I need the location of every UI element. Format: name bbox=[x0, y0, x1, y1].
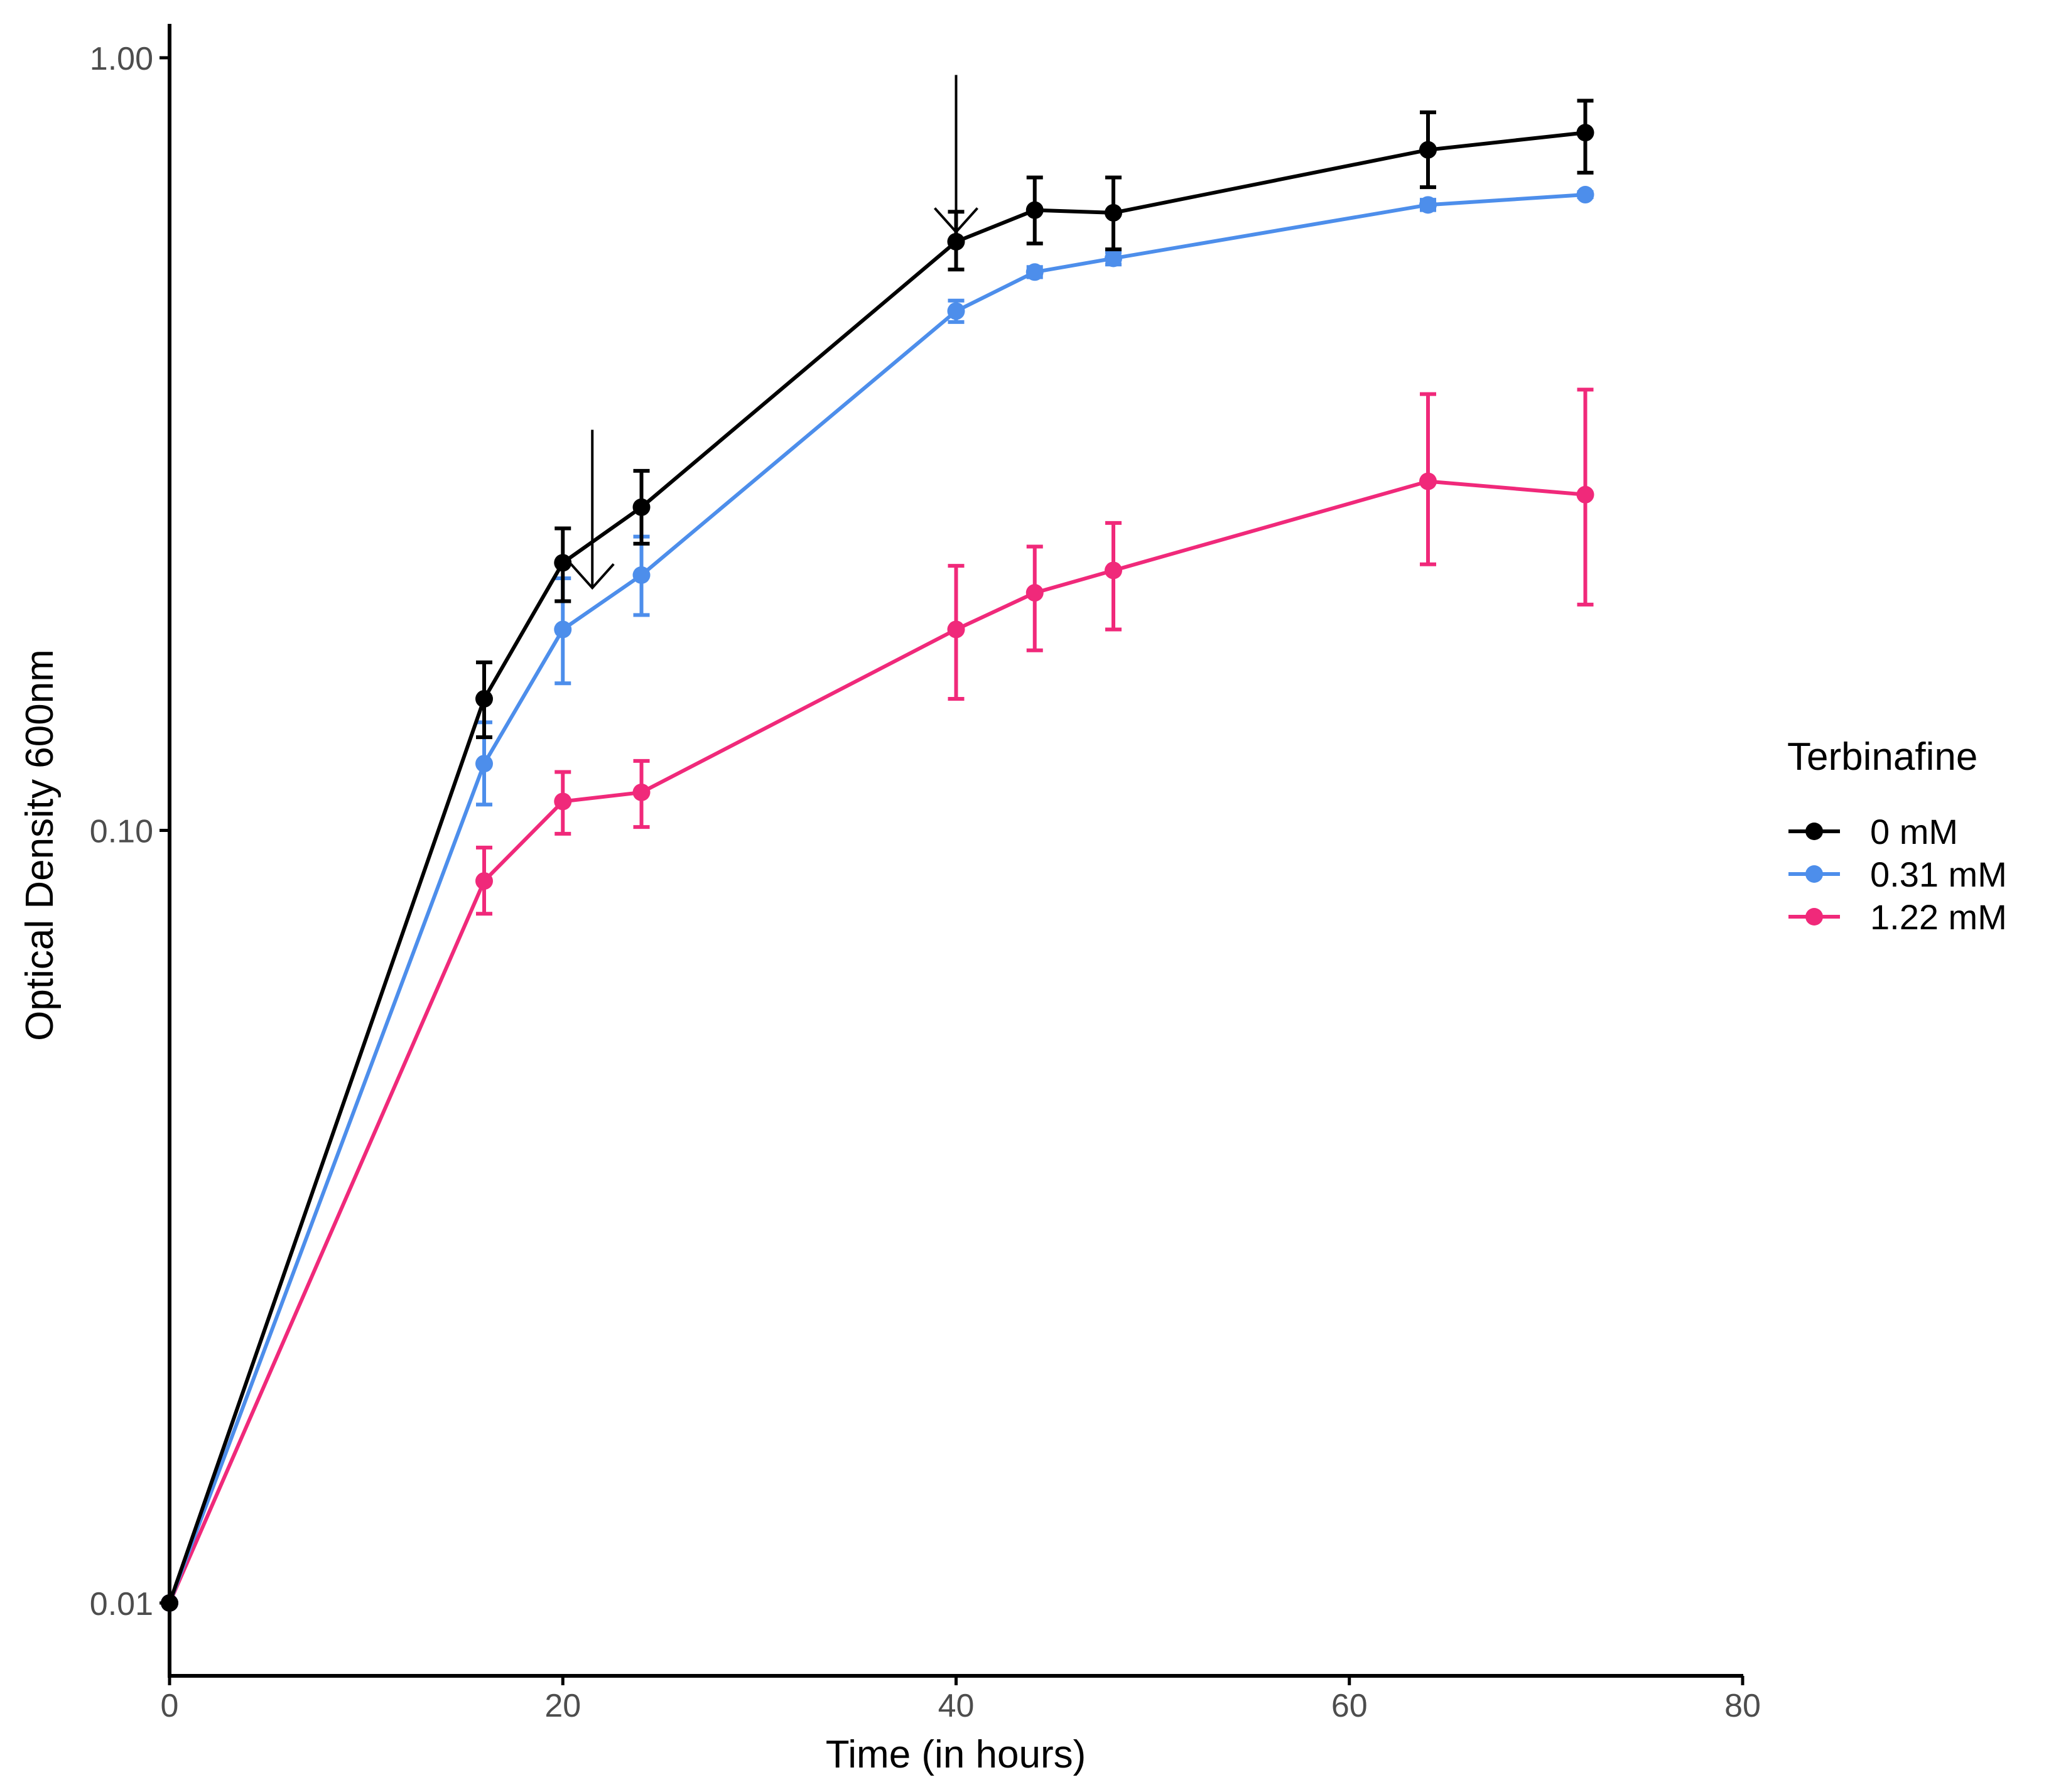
arrow-annotation bbox=[934, 75, 978, 234]
data-point bbox=[632, 783, 651, 801]
legend-marker bbox=[1805, 865, 1823, 883]
data-point bbox=[554, 792, 572, 811]
data-point bbox=[1025, 584, 1044, 602]
legend: Terbinafine 0 mM 0.31 mM1.22 mM bbox=[1787, 735, 2007, 937]
data-point bbox=[947, 620, 965, 639]
data-point bbox=[1105, 249, 1122, 267]
legend-marker bbox=[1805, 908, 1823, 926]
legend-title: Terbinafine bbox=[1787, 735, 1977, 779]
x-axis-title: Time (in hours) bbox=[826, 1733, 1086, 1776]
legend-label: 0.31 mM bbox=[1870, 855, 2007, 894]
legend-marker bbox=[1805, 823, 1823, 840]
arrow-annotation bbox=[570, 429, 615, 590]
data-point bbox=[1576, 186, 1594, 204]
legend-item: 1.22 mM bbox=[1788, 897, 2007, 937]
data-point bbox=[1105, 203, 1122, 222]
data-point bbox=[1419, 141, 1437, 159]
data-point bbox=[554, 554, 572, 572]
y-tick-label: 0.01 bbox=[90, 1586, 153, 1622]
data-point bbox=[1025, 263, 1044, 281]
legend-item: 0.31 mM bbox=[1788, 855, 2007, 894]
data-point bbox=[1419, 196, 1437, 214]
data-point bbox=[475, 689, 493, 708]
data-point bbox=[632, 566, 651, 584]
y-tick-label: 1.00 bbox=[90, 41, 153, 77]
axes: 0 20 40 60 80 0.01 0.10 1.00 Time (in hours) O… bbox=[18, 24, 1761, 1776]
arrow-head bbox=[934, 207, 978, 234]
x-tick-label: 60 bbox=[1331, 1688, 1368, 1724]
y-tick-label: 0.10 bbox=[90, 814, 153, 850]
y-axis-title: Optical Density 600nm bbox=[18, 649, 62, 1041]
y-axis-ticks: 0.01 0.10 1.00 bbox=[90, 41, 170, 1622]
x-tick-label: 40 bbox=[938, 1688, 975, 1724]
x-tick-label: 80 bbox=[1724, 1688, 1761, 1724]
x-tick-label: 20 bbox=[544, 1688, 581, 1724]
data-point bbox=[632, 498, 651, 516]
x-axis-ticks: 0 20 40 60 80 bbox=[161, 1676, 1761, 1724]
data-point bbox=[475, 872, 493, 890]
data-point bbox=[1419, 472, 1437, 490]
data-point bbox=[947, 302, 965, 320]
legend-label: 0 mM bbox=[1870, 812, 1958, 851]
data-point bbox=[1105, 561, 1122, 580]
legend-items: 0 mM 0.31 mM1.22 mM bbox=[1788, 812, 2007, 937]
arrow-head bbox=[570, 563, 615, 590]
legend-item: 0 mM bbox=[1788, 812, 1958, 851]
x-tick-label: 0 bbox=[161, 1688, 179, 1724]
data-point bbox=[1025, 201, 1044, 219]
data-point bbox=[554, 620, 572, 639]
data-point bbox=[1576, 124, 1594, 142]
data-point bbox=[475, 755, 493, 773]
plot-area bbox=[161, 75, 1594, 1612]
data-point bbox=[1576, 485, 1594, 504]
legend-label: 1.22 mM bbox=[1870, 897, 2007, 937]
data-point bbox=[947, 232, 965, 251]
